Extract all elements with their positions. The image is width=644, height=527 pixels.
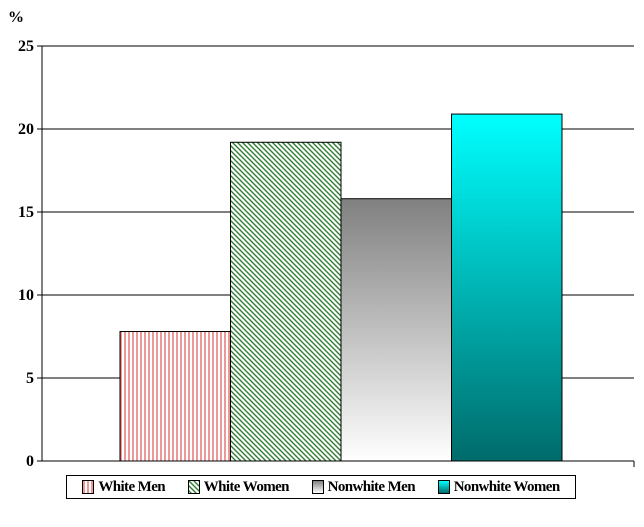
bar-nonwhite-men [340,198,452,462]
bar-nonwhite-women [451,113,563,462]
y-tick-label: 10 [18,287,34,304]
y-axis-ticks: 0 5 10 15 20 25 [18,38,42,470]
legend-label: White Women [203,478,290,495]
axes [41,46,635,467]
y-tick-label: 25 [18,38,34,55]
legend-swatch-nonwhite-men [311,480,324,494]
y-tick-label: 15 [18,204,34,221]
legend: White Men White Women Nonwhite Men Nonwh… [66,475,576,499]
y-tick-label: 5 [26,370,34,387]
legend-label: Nonwhite Women [453,478,561,495]
legend-item-nonwhite-men: Nonwhite Men [311,478,416,496]
legend-swatch-white-men [82,480,95,494]
y-tick-label: 20 [18,121,34,138]
legend-item-white-women: White Women [187,478,290,496]
y-unit-label: % [8,9,24,26]
legend-label: White Men [98,478,166,495]
bar-chart: % 0 5 10 15 20 25 [8,9,635,470]
bar-white-women [230,141,342,462]
legend-label: Nonwhite Men [327,478,416,495]
legend-swatch-white-women [187,480,200,494]
legend-item-white-men: White Men [82,478,166,496]
legend-swatch-nonwhite-women [437,480,450,494]
bar-white-men [119,331,231,462]
bars [119,113,563,462]
legend-item-nonwhite-women: Nonwhite Women [437,478,561,496]
y-tick-label: 0 [26,453,34,470]
